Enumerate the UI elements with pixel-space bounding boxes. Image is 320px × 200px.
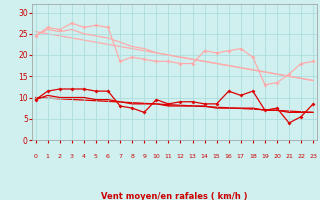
Text: Vent moyen/en rafales ( km/h ): Vent moyen/en rafales ( km/h )	[101, 192, 248, 200]
